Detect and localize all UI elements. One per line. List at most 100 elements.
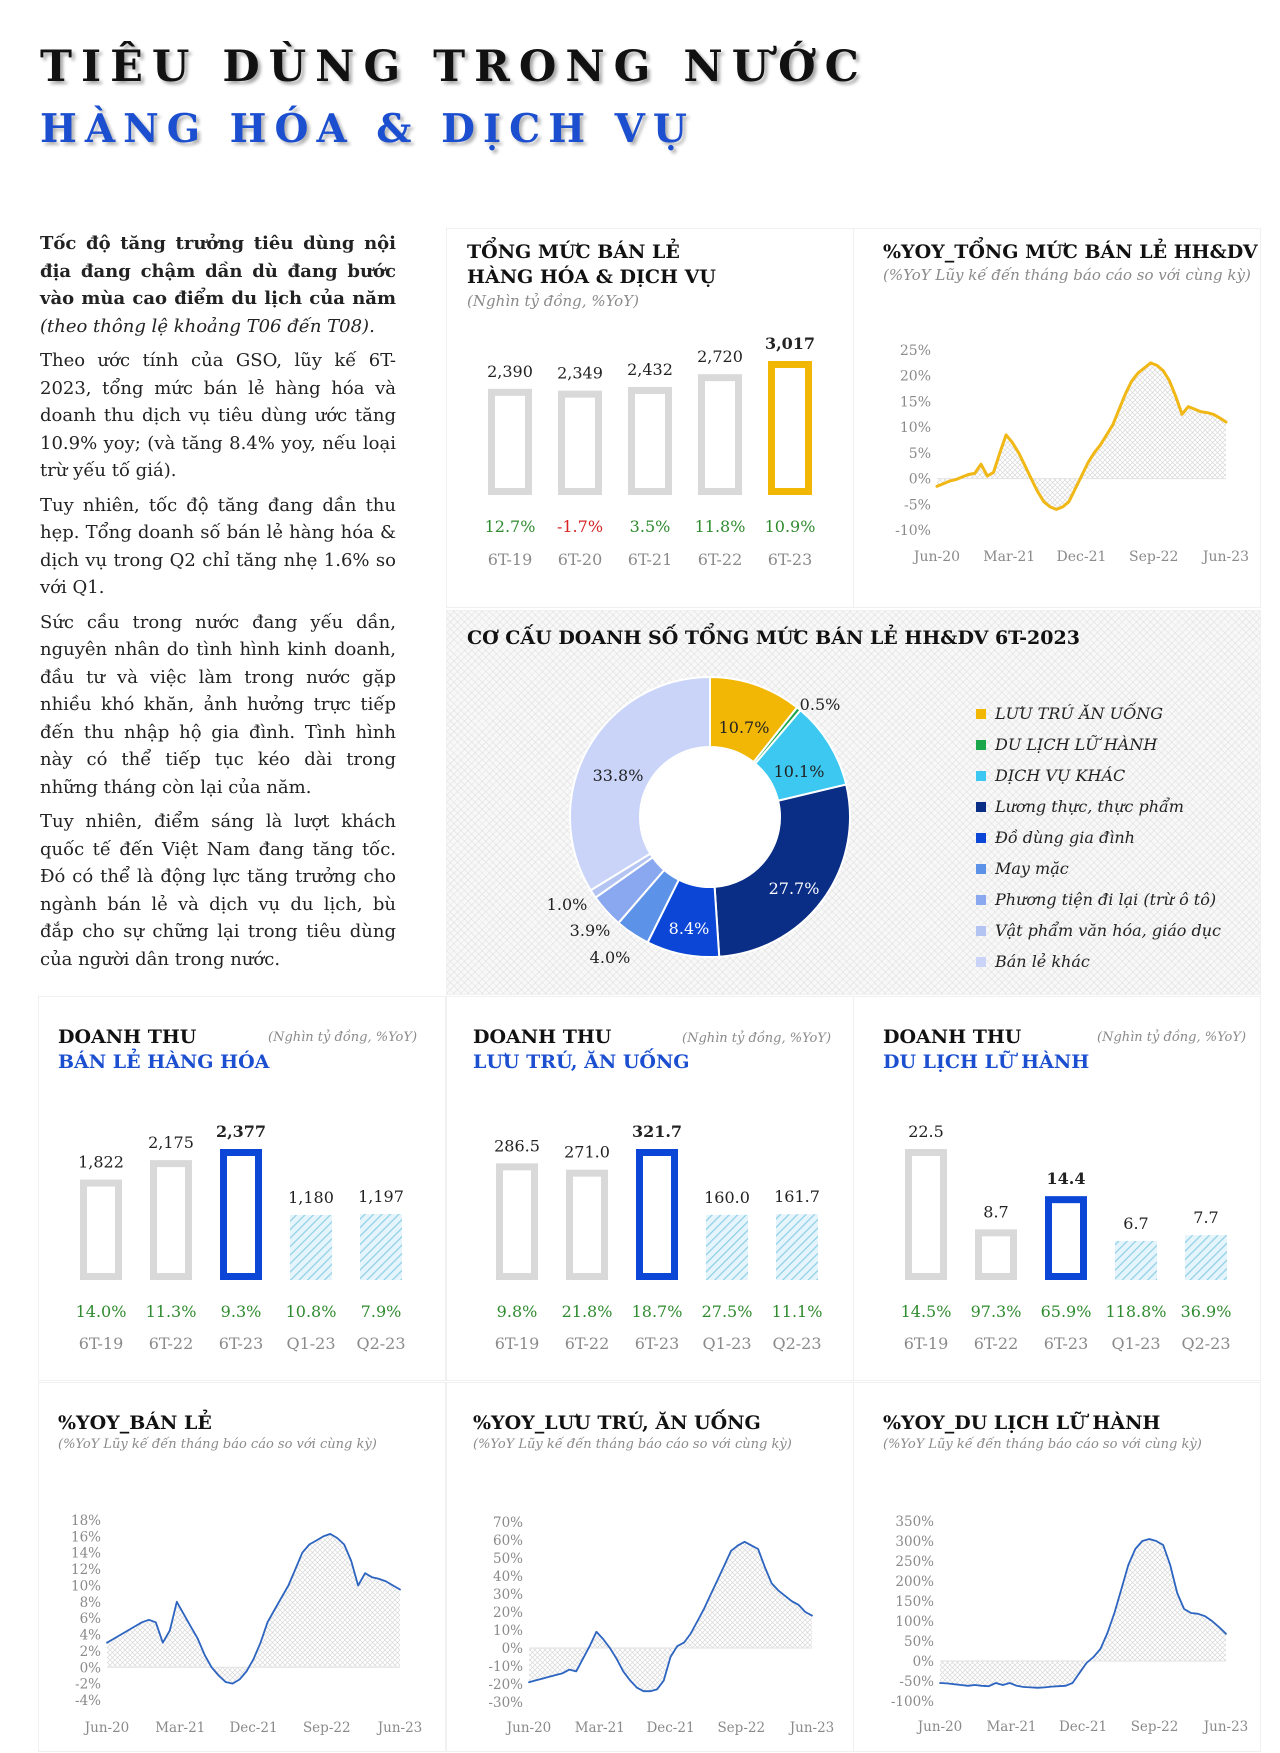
legend-item: LƯU TRÚ ĂN UỐNG — [976, 698, 1221, 729]
retail_total-growth-label: 11.8% — [695, 517, 746, 536]
travel-bar — [905, 1149, 947, 1280]
retail_total-value-label: 3,017 — [765, 334, 815, 353]
yoy_total-xtick: Mar-21 — [983, 549, 1035, 565]
retail_total-category-label: 6T-20 — [558, 550, 603, 569]
yoy_travel-ytick: 0% — [913, 1654, 935, 1670]
travel-category-label: 6T-23 — [1044, 1334, 1089, 1353]
travel-bar — [1185, 1235, 1227, 1280]
retail_goods-bar — [80, 1179, 122, 1281]
yoy-retail-subtitle: (%YoY Lũy kế đến tháng báo cáo so với cù… — [58, 1437, 377, 1452]
retail_total-bar — [768, 361, 812, 495]
structure-slice-label: 1.0% — [547, 895, 588, 914]
structure-donut-hole — [641, 748, 779, 886]
accommodation-category-label: 6T-22 — [565, 1334, 610, 1353]
yoy_travel-ytick: 200% — [895, 1574, 934, 1590]
retail_goods-category-label: 6T-19 — [79, 1334, 124, 1353]
retail_total-bar — [628, 386, 672, 495]
yoy_total-ytick: 10% — [900, 420, 931, 436]
yoy-retail-title: %YOY_BÁN LẺ — [58, 1412, 212, 1434]
accommodation-growth-label: 11.1% — [772, 1302, 823, 1321]
retail_goods-category-label: 6T-23 — [219, 1334, 264, 1353]
legend-swatch — [976, 739, 986, 750]
legend-item: May mặc — [976, 853, 1221, 884]
legend-swatch — [976, 708, 986, 719]
structure-slice-label: 27.7% — [769, 879, 820, 898]
accommodation-category-label: 6T-23 — [635, 1334, 680, 1353]
travel-value-label: 8.7 — [983, 1202, 1008, 1221]
yoy_retail-ytick: -2% — [75, 1677, 101, 1693]
retail_goods-growth-label: 11.3% — [146, 1302, 197, 1321]
retail_total-category-label: 6T-22 — [698, 550, 743, 569]
legend-item: Lương thực, thực phẩm — [976, 791, 1221, 822]
retail_goods-growth-label: 14.0% — [76, 1302, 127, 1321]
intro-note: (theo thông lệ khoảng T06 đến T08). — [40, 315, 375, 337]
page-subtitle: HÀNG HÓA & DỊCH VỤ — [40, 106, 695, 152]
travel-bar — [975, 1229, 1017, 1281]
yoy_travel-ytick: 50% — [904, 1634, 934, 1650]
panel-yoy-travel — [853, 1382, 1261, 1752]
yoy_accommodation-xtick: Jun-20 — [505, 1720, 552, 1736]
structure-slice — [713, 783, 851, 958]
structure-title: CƠ CẤU DOANH SỐ TỔNG MỨC BÁN LẺ HH&DV 6T… — [467, 627, 1080, 649]
yoy_total-ytick: 15% — [900, 394, 931, 410]
yoy_retail-ytick: -4% — [75, 1693, 101, 1709]
yoy_travel-ytick: 150% — [895, 1594, 934, 1610]
yoy_total-xtick: Jun-20 — [912, 549, 960, 565]
yoy_retail-ytick: 2% — [80, 1644, 102, 1660]
accommodation-growth-label: 18.7% — [632, 1302, 683, 1321]
retail_goods-category-label: 6T-22 — [149, 1334, 194, 1353]
yoy_total-ytick: -5% — [904, 497, 931, 513]
yoy_retail-ytick: 12% — [71, 1562, 101, 1578]
retail_goods-value-label: 1,197 — [358, 1187, 404, 1206]
travel-category-label: 6T-19 — [904, 1334, 949, 1353]
yoy_total-ytick: 0% — [909, 472, 931, 488]
yoy_accommodation-ytick: 50% — [493, 1551, 523, 1567]
panel-yoy-retail — [38, 1382, 446, 1752]
accommodation-value-label: 161.7 — [774, 1187, 820, 1206]
legend-item: Vật phẩm văn hóa, giáo dục — [976, 915, 1221, 946]
yoy_total-ytick: 20% — [900, 369, 931, 385]
travel-growth-label: 97.3% — [971, 1302, 1022, 1321]
retail_goods-growth-label: 9.3% — [221, 1302, 262, 1321]
yoy-total-title: %YOY_TỔNG MỨC BÁN LẺ HH&DV — [883, 241, 1258, 263]
yoy_travel-xtick: Jun-20 — [916, 1719, 963, 1735]
yoy-accommodation-title: %YOY_LƯU TRÚ, ĂN UỐNG — [473, 1412, 761, 1434]
structure-slice-label: 4.0% — [590, 948, 631, 967]
travel-bar — [1115, 1240, 1157, 1280]
yoy-travel-subtitle: (%YoY Lũy kế đến tháng báo cáo so với cù… — [883, 1437, 1202, 1452]
yoy_retail-ytick: 14% — [71, 1546, 101, 1562]
retail-total-title-line2: HÀNG HÓA & DỊCH VỤ — [467, 266, 716, 288]
accommodation-title-line1: DOANH THU — [473, 1026, 612, 1048]
structure-slice-label: 3.9% — [570, 921, 611, 940]
retail_goods-bar — [150, 1160, 192, 1281]
structure-legend: LƯU TRÚ ĂN UỐNG DU LỊCH LỮ HÀNH DỊCH VỤ KH… — [976, 698, 1221, 977]
retail_total-bar — [488, 388, 532, 496]
legend-swatch — [976, 863, 986, 874]
legend-label: Đồ dùng gia đình — [995, 828, 1135, 847]
yoy_accommodation-line — [528, 1540, 813, 1693]
accommodation-bar — [706, 1214, 748, 1280]
yoy_accommodation-xtick: Mar-21 — [575, 1720, 625, 1736]
yoy_accommodation-ytick: 30% — [493, 1587, 523, 1603]
yoy_total-xtick: Dec-21 — [1057, 549, 1107, 565]
accommodation-value-label: 160.0 — [704, 1188, 750, 1207]
yoy_travel-xtick: Sep-22 — [1131, 1719, 1179, 1735]
legend-label: LƯU TRÚ ĂN UỐNG — [995, 704, 1163, 723]
yoy_travel-xtick: Jun-23 — [1202, 1719, 1249, 1735]
yoy_retail-ytick: 6% — [80, 1611, 102, 1627]
yoy_retail-ytick: 18% — [71, 1513, 101, 1529]
yoy_travel-ytick: -50% — [899, 1674, 934, 1690]
yoy-total-subtitle: (%YoY Lũy kế đến tháng báo cáo so với cù… — [883, 266, 1251, 284]
yoy_retail-xtick: Jun-20 — [83, 1720, 130, 1736]
legend-label: Phương tiện đi lại (trừ ô tô) — [995, 890, 1217, 909]
yoy_accommodation-xtick: Dec-21 — [646, 1720, 694, 1736]
yoy_retail-ytick: 16% — [71, 1529, 101, 1545]
yoy_retail-ytick: 8% — [80, 1595, 102, 1611]
travel-title: DOANH THU DU LỊCH LỮ HÀNH — [883, 1025, 1089, 1075]
yoy_accommodation-ytick: 70% — [493, 1515, 523, 1531]
travel-category-label: 6T-22 — [974, 1334, 1019, 1353]
yoy_total-area — [937, 362, 1226, 510]
accommodation-bar — [636, 1149, 678, 1280]
retail_total-value-label: 2,432 — [627, 360, 673, 379]
travel-growth-label: 36.9% — [1181, 1302, 1232, 1321]
